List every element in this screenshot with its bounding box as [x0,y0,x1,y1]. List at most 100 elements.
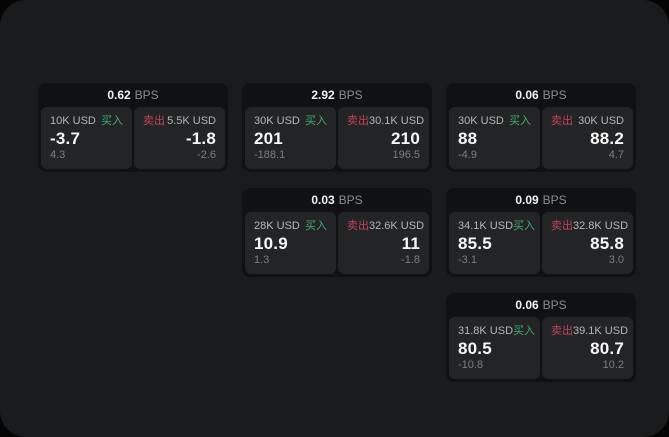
buy-delta: -3.1 [458,254,477,266]
card-header: 0.09 BPS [446,188,636,212]
buy-notional: 34.1K USD [458,220,514,232]
card-header: 0.03 BPS [242,188,432,212]
quote-grid: 0.62 BPS 10K USD 买入 -3.7 4.3 卖出 5.5K USD… [38,83,636,382]
bps-unit: BPS [542,298,567,312]
bps-value: 0.62 [107,88,131,102]
sell-delta: 10.2 [602,359,624,371]
sell-price: 85.8 [590,234,624,253]
bps-unit: BPS [542,193,567,207]
sell-delta: 4.7 [608,149,624,161]
card-header: 0.62 BPS [38,83,228,107]
buy-side-label: 买入 [509,115,531,127]
buy-panel[interactable]: 30K USD 买入 201 -188.1 [245,107,336,169]
sell-price: 88.2 [590,129,624,148]
buy-price: 10.9 [254,234,288,253]
buy-notional: 10K USD [50,115,96,127]
bps-value: 0.06 [515,88,539,102]
sell-notional: 32.6K USD [369,220,425,232]
sell-side-label: 卖出 [551,325,573,337]
sell-price: 210 [391,129,420,148]
bps-value: 0.09 [515,193,539,207]
buy-price: 85.5 [458,234,492,253]
buy-panel-header: 10K USD 买入 [50,115,123,128]
buy-panel[interactable]: 31.8K USD 买入 80.5 -10.8 [449,317,540,379]
sell-delta: -2.6 [197,149,216,161]
sell-delta: 196.5 [392,149,420,161]
quote-card: 0.09 BPS 34.1K USD 买入 85.5 -3.1 卖出 32.8K… [446,188,636,277]
buy-panel[interactable]: 28K USD 买入 10.9 1.3 [245,212,336,274]
buy-panel-header: 28K USD 买入 [254,220,327,233]
buy-panel[interactable]: 34.1K USD 买入 85.5 -3.1 [449,212,540,274]
buy-side-label: 买入 [305,220,327,232]
quote-panels: 34.1K USD 买入 85.5 -3.1 卖出 32.8K USD 85.8… [446,212,636,277]
quote-card: 0.03 BPS 28K USD 买入 10.9 1.3 卖出 32.6K US… [242,188,432,277]
buy-price: 88 [458,129,478,148]
buy-delta: -188.1 [254,149,286,161]
buy-notional: 30K USD [458,115,504,127]
buy-notional: 30K USD [254,115,300,127]
buy-panel[interactable]: 10K USD 买入 -3.7 4.3 [41,107,132,169]
sell-side-label: 卖出 [143,115,165,127]
sell-delta: -1.8 [401,254,420,266]
sell-panel[interactable]: 卖出 30K USD 88.2 4.7 [542,107,633,169]
buy-price: 201 [254,129,283,148]
sell-panel[interactable]: 卖出 39.1K USD 80.7 10.2 [542,317,633,379]
sell-side-label: 卖出 [551,220,573,232]
quote-card: 2.92 BPS 30K USD 买入 201 -188.1 卖出 30.1K … [242,83,432,172]
card-header: 2.92 BPS [242,83,432,107]
buy-side-label: 买入 [513,325,536,337]
buy-delta: -10.8 [458,359,484,371]
sell-panel-header: 卖出 32.8K USD [551,220,628,233]
buy-side-label: 买入 [513,220,536,232]
quote-card: 0.06 BPS 30K USD 买入 88 -4.9 卖出 30K USD 8… [446,83,636,172]
buy-price: -3.7 [50,129,81,148]
sell-panel[interactable]: 卖出 30.1K USD 210 196.5 [338,107,429,169]
sell-panel[interactable]: 卖出 32.6K USD 11 -1.8 [338,212,429,274]
sell-notional: 30.1K USD [369,115,425,127]
buy-delta: 1.3 [254,254,270,266]
buy-panel-header: 30K USD 买入 [458,115,531,128]
buy-panel-header: 30K USD 买入 [254,115,327,128]
buy-panel-header: 34.1K USD 买入 [458,220,535,233]
sell-panel-header: 卖出 30K USD [551,115,624,128]
sell-panel[interactable]: 卖出 5.5K USD -1.8 -2.6 [134,107,225,169]
sell-side-label: 卖出 [347,115,369,127]
bps-value: 0.06 [515,298,539,312]
quote-panels: 30K USD 买入 201 -188.1 卖出 30.1K USD 210 1… [242,107,432,172]
bps-value: 2.92 [311,88,335,102]
quote-panels: 28K USD 买入 10.9 1.3 卖出 32.6K USD 11 -1.8 [242,212,432,277]
quote-panels: 31.8K USD 买入 80.5 -10.8 卖出 39.1K USD 80.… [446,317,636,382]
buy-price: 80.5 [458,339,492,358]
buy-notional: 28K USD [254,220,300,232]
bps-unit: BPS [134,88,159,102]
card-header: 0.06 BPS [446,293,636,317]
sell-notional: 39.1K USD [573,325,629,337]
buy-side-label: 买入 [305,115,327,127]
buy-delta: 4.3 [50,149,66,161]
sell-delta: 3.0 [608,254,624,266]
bps-unit: BPS [338,88,363,102]
sell-notional: 32.8K USD [573,220,629,232]
sell-notional: 30K USD [578,115,624,127]
sell-panel-header: 卖出 39.1K USD [551,325,628,338]
bps-unit: BPS [542,88,567,102]
buy-delta: -4.9 [458,149,477,161]
bps-value: 0.03 [311,193,335,207]
sell-panel-header: 卖出 30.1K USD [347,115,424,128]
quote-panels: 30K USD 买入 88 -4.9 卖出 30K USD 88.2 4.7 [446,107,636,172]
quote-card: 0.62 BPS 10K USD 买入 -3.7 4.3 卖出 5.5K USD… [38,83,228,172]
sell-side-label: 卖出 [347,220,369,232]
quote-panels: 10K USD 买入 -3.7 4.3 卖出 5.5K USD -1.8 -2.… [38,107,228,172]
sell-panel[interactable]: 卖出 32.8K USD 85.8 3.0 [542,212,633,274]
card-header: 0.06 BPS [446,83,636,107]
bps-unit: BPS [338,193,363,207]
sell-panel-header: 卖出 32.6K USD [347,220,424,233]
sell-panel-header: 卖出 5.5K USD [143,115,216,128]
buy-side-label: 买入 [101,115,123,127]
buy-notional: 31.8K USD [458,325,514,337]
sell-price: -1.8 [185,129,216,148]
buy-panel[interactable]: 30K USD 买入 88 -4.9 [449,107,540,169]
sell-side-label: 卖出 [551,115,573,127]
sell-price: 11 [401,234,420,253]
